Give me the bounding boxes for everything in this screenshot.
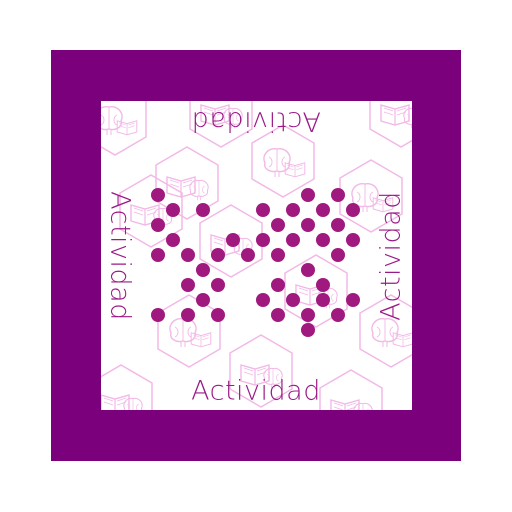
dot [211,248,225,262]
dot [151,308,165,322]
dot [301,323,315,337]
dot [181,278,195,292]
dot [151,188,165,202]
dot [256,203,270,217]
dot [316,233,330,247]
dot [211,308,225,322]
dot [286,233,300,247]
dot [226,233,240,247]
dot [166,233,180,247]
dot [196,263,210,277]
dot [346,293,360,307]
dot [316,293,330,307]
dot [286,203,300,217]
activity-card[interactable] [101,101,412,410]
dot [331,308,345,322]
dot [256,293,270,307]
dot [151,218,165,232]
dot [241,248,255,262]
activity-label-top: Actividad [191,105,321,137]
activity-label-right: Actividad [375,191,407,321]
dot [301,218,315,232]
dot [331,218,345,232]
activity-label-left: Actividad [104,191,136,321]
dot [301,188,315,202]
dot [271,218,285,232]
dot [181,308,195,322]
dot [211,278,225,292]
dot [256,233,270,247]
dot [196,293,210,307]
dot [196,203,210,217]
dot [166,203,180,217]
dot [181,248,195,262]
dot [316,278,330,292]
dot [301,263,315,277]
activity-label-bottom: Actividad [191,375,321,407]
dot [346,203,360,217]
dot [316,203,330,217]
dot [301,308,315,322]
dot [286,293,300,307]
dot [331,248,345,262]
dot-pattern [151,188,360,337]
dot [271,308,285,322]
dot [271,278,285,292]
dot [331,188,345,202]
dot [271,248,285,262]
dot [151,248,165,262]
dot [346,233,360,247]
